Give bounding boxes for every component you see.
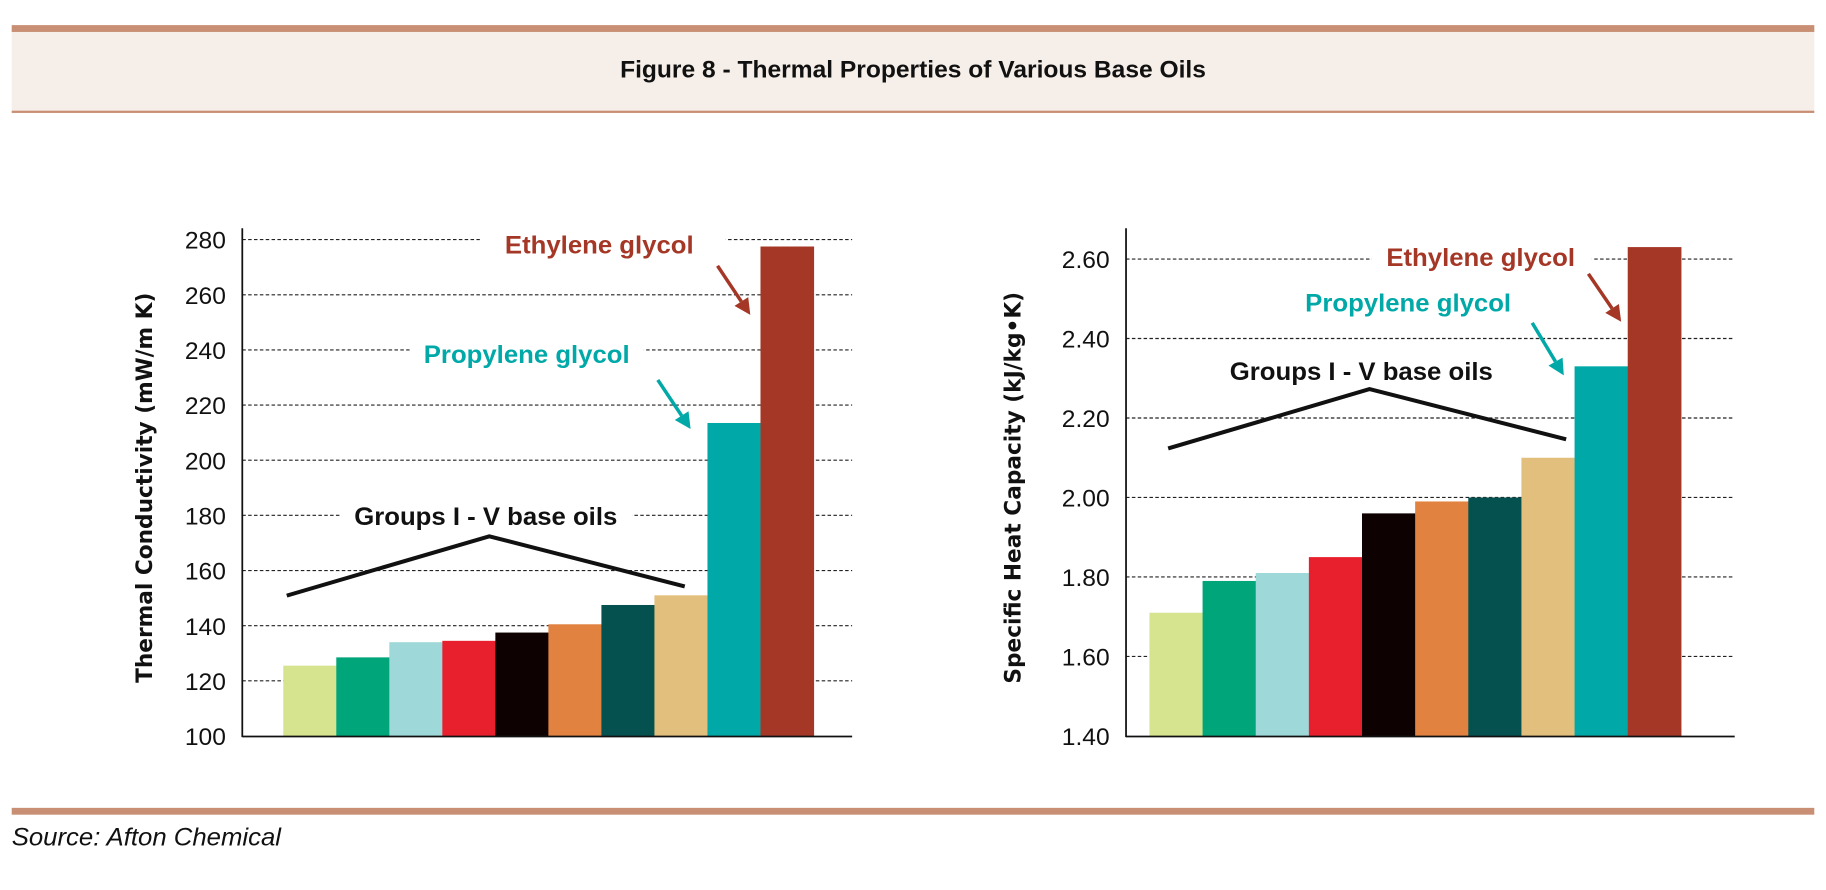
y-tick-label: 2.00 (1062, 486, 1110, 513)
header-bottom-rule (11, 110, 1815, 113)
y-tick-label: 100 (185, 724, 226, 751)
y-tick-label: 1.60 (1062, 645, 1110, 672)
footer-rule (11, 807, 1815, 815)
propylene-arrow-icon (1548, 357, 1564, 376)
thermal-conductivity-chart: 100 120 140 160 180 200 220 240 260 280 Groups I -… (133, 223, 853, 751)
y-axis-label: Specific Heat Capacity (kJ/kg•K) (1001, 292, 1026, 684)
label-background (339, 495, 633, 534)
y-tick-label: 240 (185, 338, 226, 365)
propylene-arrow-icon (1530, 322, 1558, 363)
bar (336, 657, 390, 736)
y-tick-label: 2.20 (1062, 406, 1110, 433)
ethylene-arrow-icon (1586, 272, 1614, 310)
y-axis-label: Thermal Conductivity (mW/m K) (133, 293, 158, 683)
propylene-arrow-icon (656, 379, 684, 417)
ethylene-arrow-icon (716, 264, 743, 303)
bar (548, 624, 602, 736)
bar (654, 595, 709, 736)
label-background (1214, 350, 1510, 390)
bar (1627, 247, 1682, 736)
bar (1149, 612, 1204, 736)
bar (1521, 457, 1576, 736)
propylene-annotation: Propylene glycol (424, 341, 630, 369)
bar (442, 640, 496, 736)
source-note: Source: Afton Chemical (12, 824, 283, 852)
bar (389, 642, 443, 736)
label-background (1371, 236, 1592, 275)
bar (1415, 501, 1469, 736)
header-band (11, 27, 1815, 112)
label-background (1287, 281, 1528, 321)
ethylene-annotation: Ethylene glycol (505, 232, 694, 260)
propylene-arrow-icon (674, 411, 691, 430)
y-tick-label: 160 (185, 559, 226, 586)
bar (1362, 513, 1416, 736)
bar (283, 665, 337, 736)
propylene-annotation: Propylene glycol (1305, 290, 1511, 318)
y-tick-label: 220 (185, 393, 226, 420)
ethylene-arrow-icon (734, 297, 751, 315)
bar (1574, 366, 1629, 736)
groups-bracket (1167, 387, 1567, 451)
groups-annotation: Groups I - V base oils (354, 503, 617, 531)
y-tick-label: 180 (185, 504, 226, 531)
bar (1468, 497, 1523, 736)
y-tick-label: 140 (185, 614, 226, 641)
ethylene-arrow-icon (1605, 304, 1622, 322)
y-tick-label: 2.60 (1062, 247, 1110, 274)
ethylene-annotation: Ethylene glycol (1386, 244, 1575, 272)
y-tick-label: 120 (185, 669, 226, 696)
bar (760, 246, 815, 736)
y-tick-label: 2.40 (1062, 327, 1110, 354)
bar (1202, 580, 1257, 736)
groups-bracket (286, 534, 686, 598)
bar (1255, 573, 1310, 736)
y-tick-label: 280 (185, 228, 226, 255)
y-tick-label: 1.40 (1062, 724, 1110, 751)
figure-title: Figure 8 - Thermal Properties of Various… (620, 57, 1206, 84)
header-top-rule (11, 25, 1815, 32)
bar (707, 422, 762, 736)
specific-heat-chart: 1.40 1.60 1.80 2.00 2.20 2.40 2.60 Groups I - V… (1001, 228, 1735, 751)
y-tick-label: 260 (185, 283, 226, 310)
groups-annotation: Groups I - V base oils (1230, 358, 1493, 386)
y-tick-label: 200 (185, 449, 226, 476)
bar (495, 632, 549, 736)
label-background (479, 223, 726, 263)
y-tick-label: 1.80 (1062, 565, 1110, 592)
bar (601, 604, 656, 736)
bar (1308, 557, 1363, 736)
label-background (409, 333, 644, 372)
